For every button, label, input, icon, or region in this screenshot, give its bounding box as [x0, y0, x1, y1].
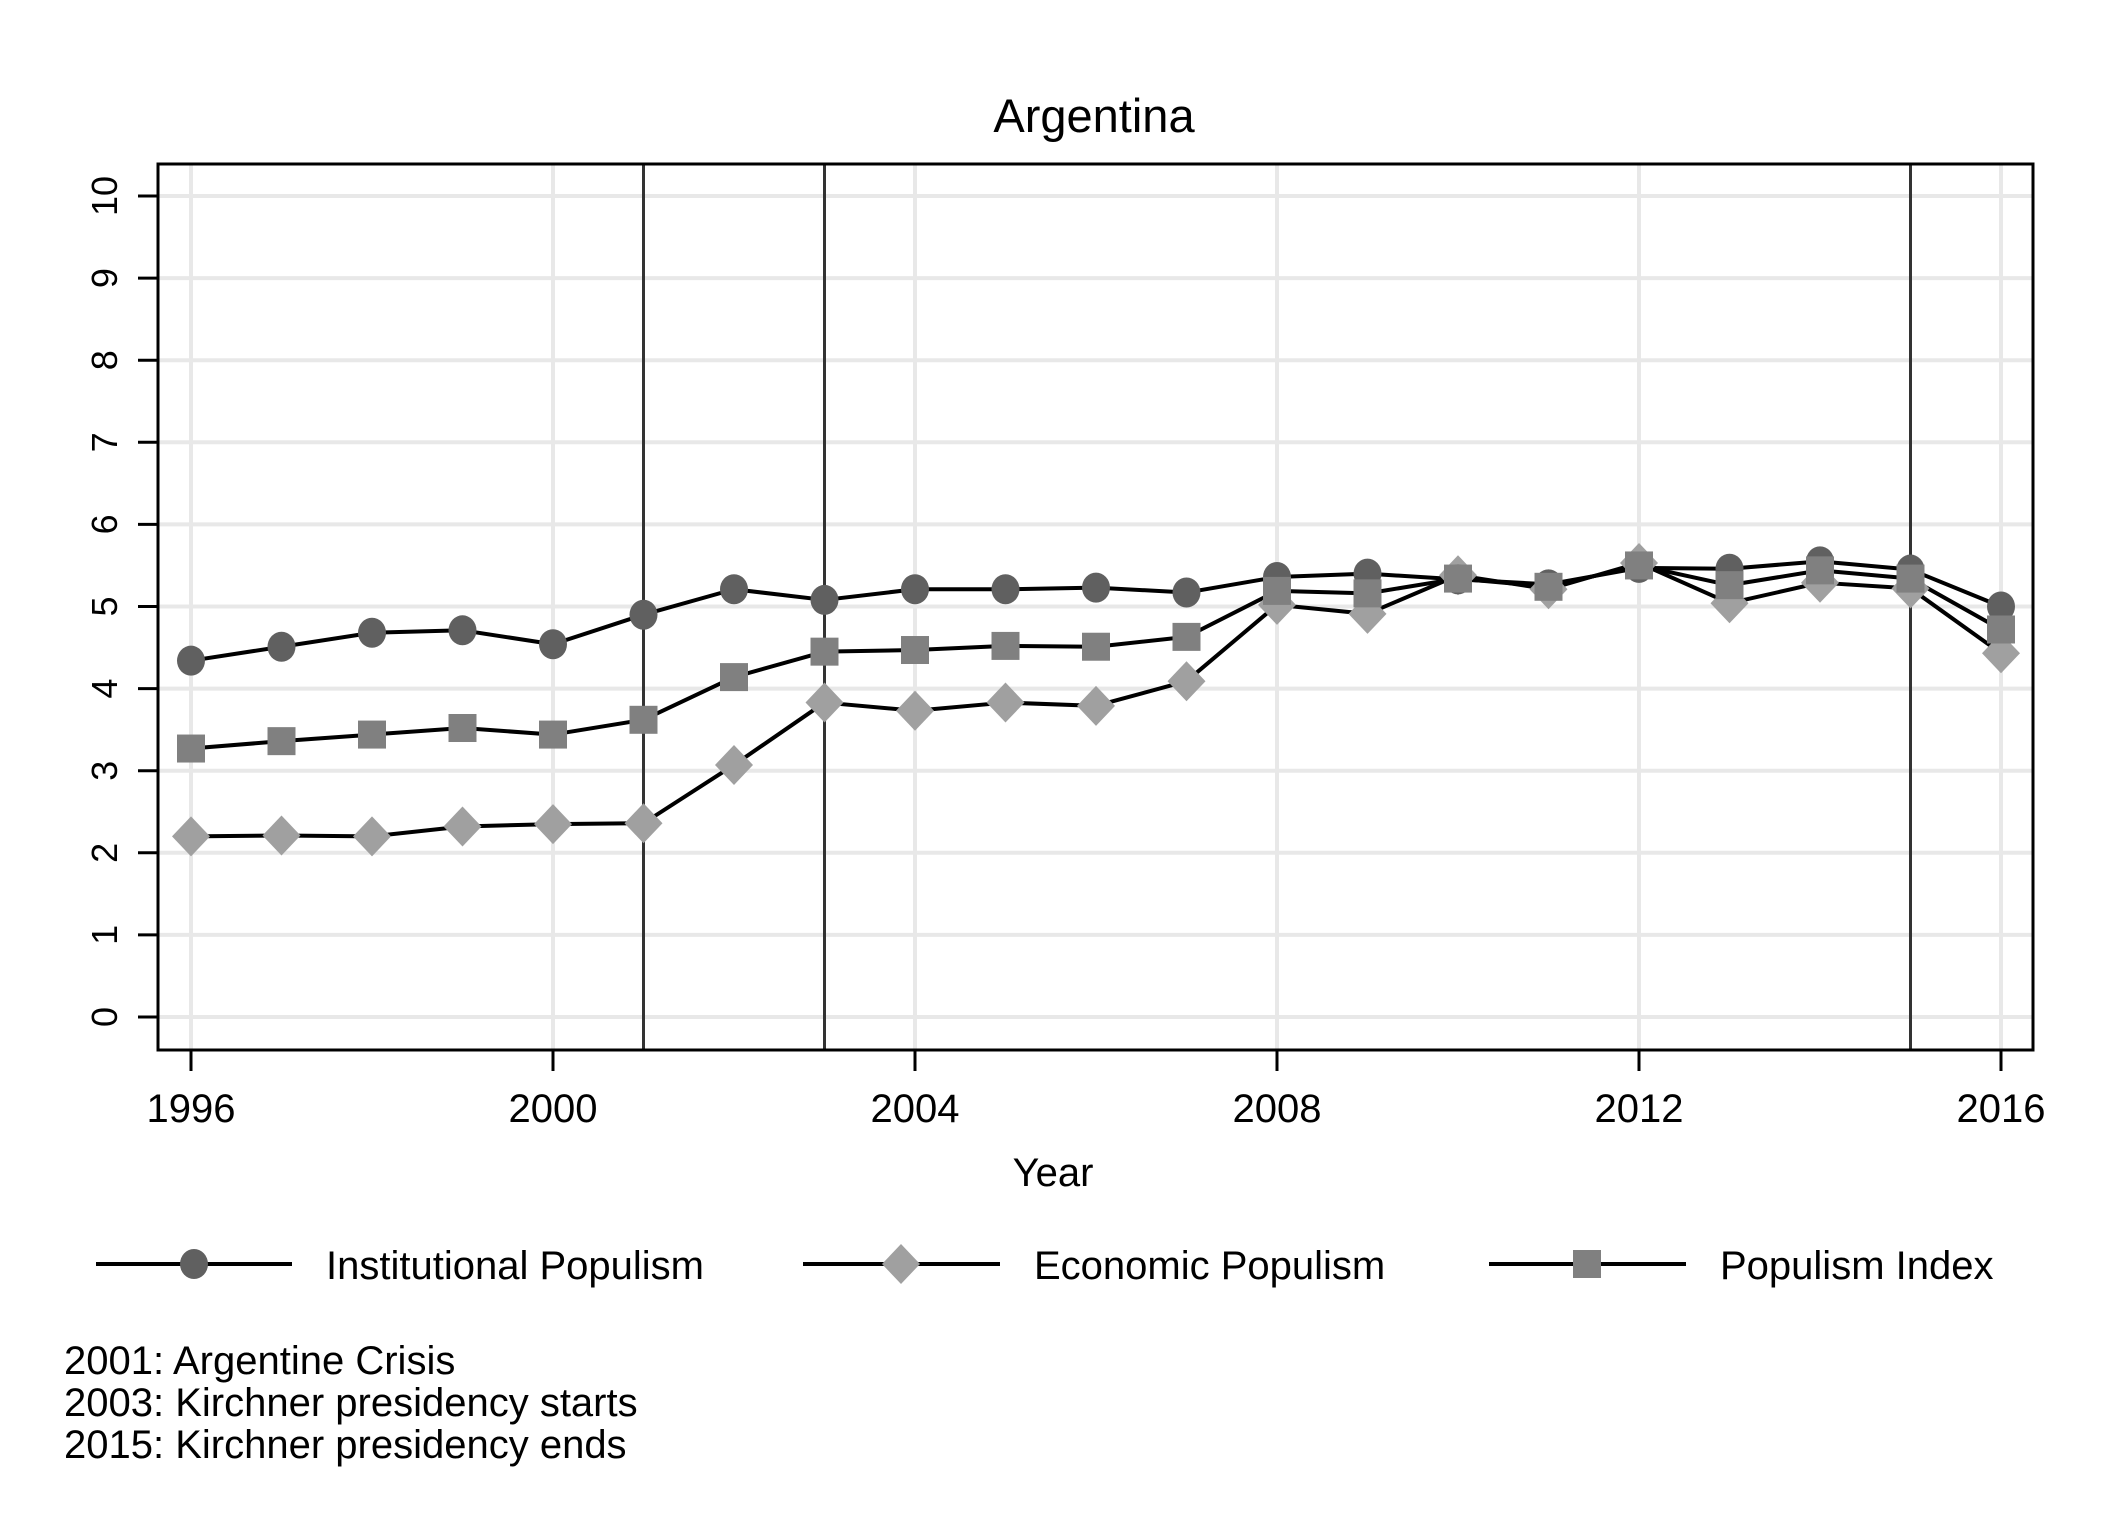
chart-title: Argentina	[993, 89, 1195, 142]
data-point-populism-index	[1625, 551, 1653, 580]
data-point-institutional-populism	[720, 574, 748, 605]
data-point-economic-populism	[896, 690, 934, 731]
y-tick-label: 2	[84, 843, 125, 863]
data-point-institutional-populism	[448, 615, 477, 646]
note-line: 2001: Argentine Crisis	[64, 1339, 456, 1383]
data-point-populism-index	[539, 720, 567, 749]
legend-label: Institutional Populism	[326, 1244, 704, 1288]
x-tick-label: 2008	[1233, 1087, 1322, 1131]
data-point-economic-populism	[262, 815, 301, 856]
data-point-institutional-populism	[539, 629, 567, 660]
y-tick-label: 9	[84, 268, 125, 288]
y-tick-label: 5	[84, 596, 125, 616]
data-point-populism-index	[1353, 579, 1382, 608]
data-point-populism-index	[901, 636, 929, 665]
data-point-populism-index	[810, 637, 839, 666]
y-tick-label: 1	[84, 925, 125, 945]
y-tick-label: 3	[84, 761, 125, 781]
data-point-populism-index	[267, 727, 296, 756]
x-tick-label: 1996	[147, 1087, 236, 1131]
y-tick-label: 6	[84, 514, 125, 534]
data-point-populism-index	[177, 734, 205, 763]
data-point-populism-index	[1444, 564, 1472, 593]
data-point-economic-populism	[986, 682, 1025, 723]
legend-marker-square-icon	[1573, 1250, 1601, 1278]
data-point-institutional-populism	[1987, 591, 2015, 622]
data-point-populism-index	[358, 720, 386, 749]
y-tick-label: 7	[84, 432, 125, 452]
y-tick-label: 10	[84, 176, 125, 216]
data-point-populism-index	[1534, 572, 1563, 601]
data-point-populism-index	[629, 705, 658, 734]
data-point-economic-populism	[805, 682, 844, 723]
data-point-economic-populism	[1077, 685, 1115, 726]
y-tick-label: 8	[84, 350, 125, 370]
data-point-populism-index	[1715, 571, 1744, 600]
data-point-populism-index	[720, 663, 748, 692]
data-point-populism-index	[1082, 632, 1110, 661]
legend-label: Economic Populism	[1034, 1244, 1385, 1288]
note-line: 2003: Kirchner presidency starts	[64, 1381, 638, 1425]
data-point-institutional-populism	[901, 574, 929, 605]
y-tick-label: 0	[84, 1007, 125, 1027]
data-point-populism-index	[991, 631, 1020, 660]
data-point-institutional-populism	[267, 631, 296, 662]
data-point-populism-index	[448, 714, 477, 743]
data-point-populism-index	[1806, 556, 1834, 585]
legend-item-institutional-populism: Institutional Populism	[96, 1244, 704, 1288]
x-axis-label: Year	[1013, 1151, 1094, 1195]
series-markers	[172, 542, 2020, 857]
x-tick-label: 2016	[1957, 1087, 2046, 1131]
data-point-populism-index	[1896, 564, 1925, 593]
x-tick-label: 2004	[871, 1087, 960, 1131]
markers-populism-index	[177, 551, 2015, 763]
legend-item-economic-populism: Economic Populism	[803, 1244, 1385, 1288]
data-point-populism-index	[1172, 622, 1201, 651]
data-point-institutional-populism	[1082, 572, 1110, 603]
data-point-institutional-populism	[1172, 577, 1201, 608]
x-axis: 1996 2000 2004 2008 2012 2016	[147, 1050, 2046, 1131]
data-point-economic-populism	[715, 744, 753, 785]
legend-label: Populism Index	[1720, 1244, 1993, 1288]
legend-marker-diamond-icon	[882, 1244, 920, 1284]
data-point-economic-populism	[1167, 661, 1206, 702]
data-point-economic-populism	[353, 816, 391, 857]
legend: Institutional Populism Economic Populism P…	[96, 1244, 1993, 1288]
data-point-institutional-populism	[358, 617, 386, 648]
legend-marker-circle-icon	[180, 1249, 208, 1279]
data-point-economic-populism	[443, 806, 482, 847]
x-tick-label: 2012	[1595, 1087, 1684, 1131]
data-point-populism-index	[1987, 615, 2015, 644]
data-point-economic-populism	[534, 804, 572, 845]
data-point-institutional-populism	[629, 599, 658, 630]
data-point-institutional-populism	[177, 645, 205, 676]
y-tick-label: 4	[84, 679, 125, 699]
data-point-institutional-populism	[991, 574, 1020, 605]
grid	[158, 164, 2033, 1050]
legend-item-populism-index: Populism Index	[1489, 1244, 1993, 1288]
y-axis: 0 1 2 3 4 5 6 7 8 9 10	[84, 176, 158, 1027]
data-point-populism-index	[1263, 576, 1291, 605]
x-tick-label: 2000	[509, 1087, 598, 1131]
note-line: 2015: Kirchner presidency ends	[64, 1423, 627, 1467]
chart-notes: 2001: Argentine Crisis 2003: Kirchner pr…	[64, 1340, 638, 1466]
data-point-economic-populism	[172, 816, 210, 857]
series-layer	[172, 542, 2020, 857]
data-point-economic-populism	[624, 803, 663, 844]
data-point-institutional-populism	[810, 584, 839, 615]
